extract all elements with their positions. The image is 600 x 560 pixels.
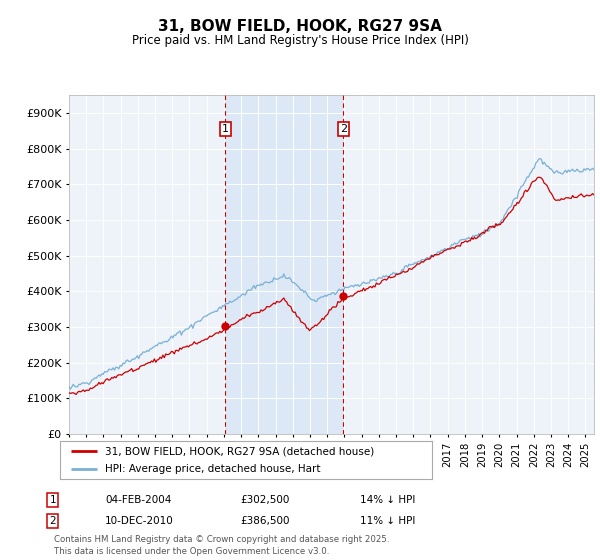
- Text: 11% ↓ HPI: 11% ↓ HPI: [360, 516, 415, 526]
- Text: Contains HM Land Registry data © Crown copyright and database right 2025.
This d: Contains HM Land Registry data © Crown c…: [54, 535, 389, 556]
- Bar: [226, 95, 343, 434]
- Text: 31, BOW FIELD, HOOK, RG27 9SA: 31, BOW FIELD, HOOK, RG27 9SA: [158, 20, 442, 34]
- Text: 04-FEB-2004: 04-FEB-2004: [105, 495, 172, 505]
- Text: £302,500: £302,500: [240, 495, 289, 505]
- Text: 31, BOW FIELD, HOOK, RG27 9SA (detached house): 31, BOW FIELD, HOOK, RG27 9SA (detached …: [104, 446, 374, 456]
- Text: HPI: Average price, detached house, Hart: HPI: Average price, detached house, Hart: [104, 464, 320, 474]
- Text: Price paid vs. HM Land Registry's House Price Index (HPI): Price paid vs. HM Land Registry's House …: [131, 34, 469, 47]
- Text: £386,500: £386,500: [240, 516, 290, 526]
- Text: 1: 1: [222, 124, 229, 134]
- Text: 1: 1: [49, 495, 56, 505]
- Text: 2: 2: [340, 124, 347, 134]
- Text: 10-DEC-2010: 10-DEC-2010: [105, 516, 174, 526]
- Text: 2: 2: [49, 516, 56, 526]
- Text: 14% ↓ HPI: 14% ↓ HPI: [360, 495, 415, 505]
